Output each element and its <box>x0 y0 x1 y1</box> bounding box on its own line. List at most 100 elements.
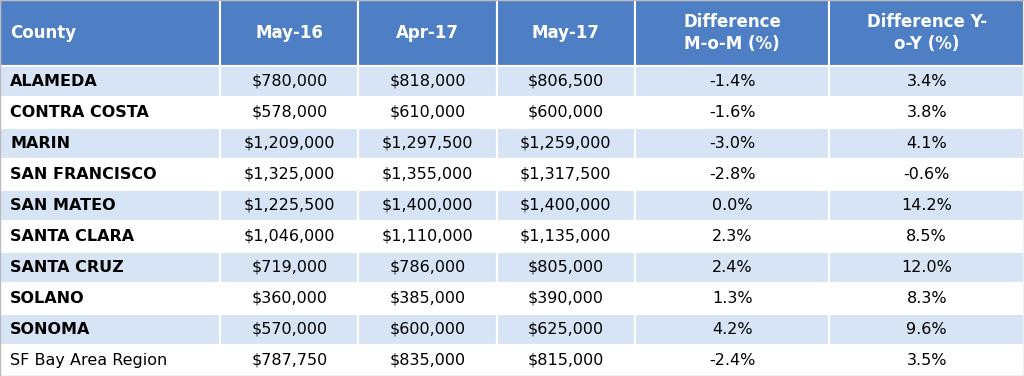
Text: SF Bay Area Region: SF Bay Area Region <box>10 353 168 368</box>
Text: $1,259,000: $1,259,000 <box>520 136 611 151</box>
Text: 3.5%: 3.5% <box>906 353 947 368</box>
Bar <box>635 283 829 314</box>
Text: $780,000: $780,000 <box>251 74 328 89</box>
Text: 4.1%: 4.1% <box>906 136 947 151</box>
Text: $805,000: $805,000 <box>527 260 604 275</box>
Bar <box>829 345 1024 376</box>
Text: 2.4%: 2.4% <box>712 260 753 275</box>
Bar <box>0 345 220 376</box>
Bar <box>220 314 358 345</box>
Bar <box>635 159 829 190</box>
Bar <box>358 190 497 221</box>
Bar <box>635 0 829 66</box>
Bar <box>358 221 497 252</box>
Bar <box>829 128 1024 159</box>
Bar <box>497 345 635 376</box>
Text: $600,000: $600,000 <box>527 105 604 120</box>
Bar <box>497 252 635 283</box>
Text: Difference
M-o-M (%): Difference M-o-M (%) <box>683 13 781 53</box>
Bar <box>358 97 497 128</box>
Text: -2.4%: -2.4% <box>709 353 756 368</box>
Text: $1,046,000: $1,046,000 <box>244 229 335 244</box>
Text: 2.3%: 2.3% <box>712 229 753 244</box>
Text: $806,500: $806,500 <box>527 74 604 89</box>
Bar <box>497 66 635 97</box>
Bar <box>220 190 358 221</box>
Bar <box>635 252 829 283</box>
Bar <box>220 252 358 283</box>
Text: $1,317,500: $1,317,500 <box>520 167 611 182</box>
Bar <box>829 66 1024 97</box>
Bar <box>497 97 635 128</box>
Text: $1,400,000: $1,400,000 <box>382 198 473 213</box>
Bar <box>220 97 358 128</box>
Bar <box>829 314 1024 345</box>
Text: May-17: May-17 <box>531 24 600 42</box>
Text: $1,297,500: $1,297,500 <box>382 136 473 151</box>
Bar <box>0 128 220 159</box>
Bar <box>0 66 220 97</box>
Bar <box>635 345 829 376</box>
Text: Difference Y-
o-Y (%): Difference Y- o-Y (%) <box>866 13 987 53</box>
Text: ALAMEDA: ALAMEDA <box>10 74 98 89</box>
Bar <box>220 66 358 97</box>
Text: 14.2%: 14.2% <box>901 198 952 213</box>
Bar <box>497 314 635 345</box>
Bar <box>0 221 220 252</box>
Bar <box>358 66 497 97</box>
Text: $1,225,500: $1,225,500 <box>244 198 335 213</box>
Bar <box>497 0 635 66</box>
Text: $1,355,000: $1,355,000 <box>382 167 473 182</box>
Text: SANTA CRUZ: SANTA CRUZ <box>10 260 124 275</box>
Bar <box>358 314 497 345</box>
Text: $578,000: $578,000 <box>251 105 328 120</box>
Text: SONOMA: SONOMA <box>10 322 90 337</box>
Bar <box>358 345 497 376</box>
Text: $360,000: $360,000 <box>251 291 328 306</box>
Text: $1,135,000: $1,135,000 <box>520 229 611 244</box>
Text: $719,000: $719,000 <box>251 260 328 275</box>
Bar <box>0 190 220 221</box>
Text: SOLANO: SOLANO <box>10 291 85 306</box>
Text: Apr-17: Apr-17 <box>396 24 459 42</box>
Bar <box>635 314 829 345</box>
Bar <box>497 128 635 159</box>
Bar <box>829 97 1024 128</box>
Text: May-16: May-16 <box>255 24 324 42</box>
Text: $610,000: $610,000 <box>389 105 466 120</box>
Text: $600,000: $600,000 <box>389 322 466 337</box>
Text: -1.6%: -1.6% <box>709 105 756 120</box>
Text: $385,000: $385,000 <box>389 291 466 306</box>
Text: CONTRA COSTA: CONTRA COSTA <box>10 105 150 120</box>
Text: 3.4%: 3.4% <box>906 74 947 89</box>
Bar <box>497 221 635 252</box>
Bar <box>358 0 497 66</box>
Bar <box>0 283 220 314</box>
Text: $570,000: $570,000 <box>251 322 328 337</box>
Bar <box>0 0 220 66</box>
Bar <box>0 314 220 345</box>
Text: 3.8%: 3.8% <box>906 105 947 120</box>
Bar <box>220 0 358 66</box>
Bar <box>220 283 358 314</box>
Text: $835,000: $835,000 <box>389 353 466 368</box>
Text: $1,400,000: $1,400,000 <box>520 198 611 213</box>
Bar <box>829 0 1024 66</box>
Text: -1.4%: -1.4% <box>709 74 756 89</box>
Text: -2.8%: -2.8% <box>709 167 756 182</box>
Text: -0.6%: -0.6% <box>903 167 950 182</box>
Text: 4.2%: 4.2% <box>712 322 753 337</box>
Text: $1,325,000: $1,325,000 <box>244 167 335 182</box>
Bar <box>829 252 1024 283</box>
Bar <box>220 128 358 159</box>
Bar <box>497 283 635 314</box>
Bar <box>220 345 358 376</box>
Text: -3.0%: -3.0% <box>709 136 756 151</box>
Bar <box>358 252 497 283</box>
Text: $786,000: $786,000 <box>389 260 466 275</box>
Text: $815,000: $815,000 <box>527 353 604 368</box>
Text: 8.3%: 8.3% <box>906 291 947 306</box>
Bar <box>635 221 829 252</box>
Text: 0.0%: 0.0% <box>712 198 753 213</box>
Text: $1,110,000: $1,110,000 <box>382 229 473 244</box>
